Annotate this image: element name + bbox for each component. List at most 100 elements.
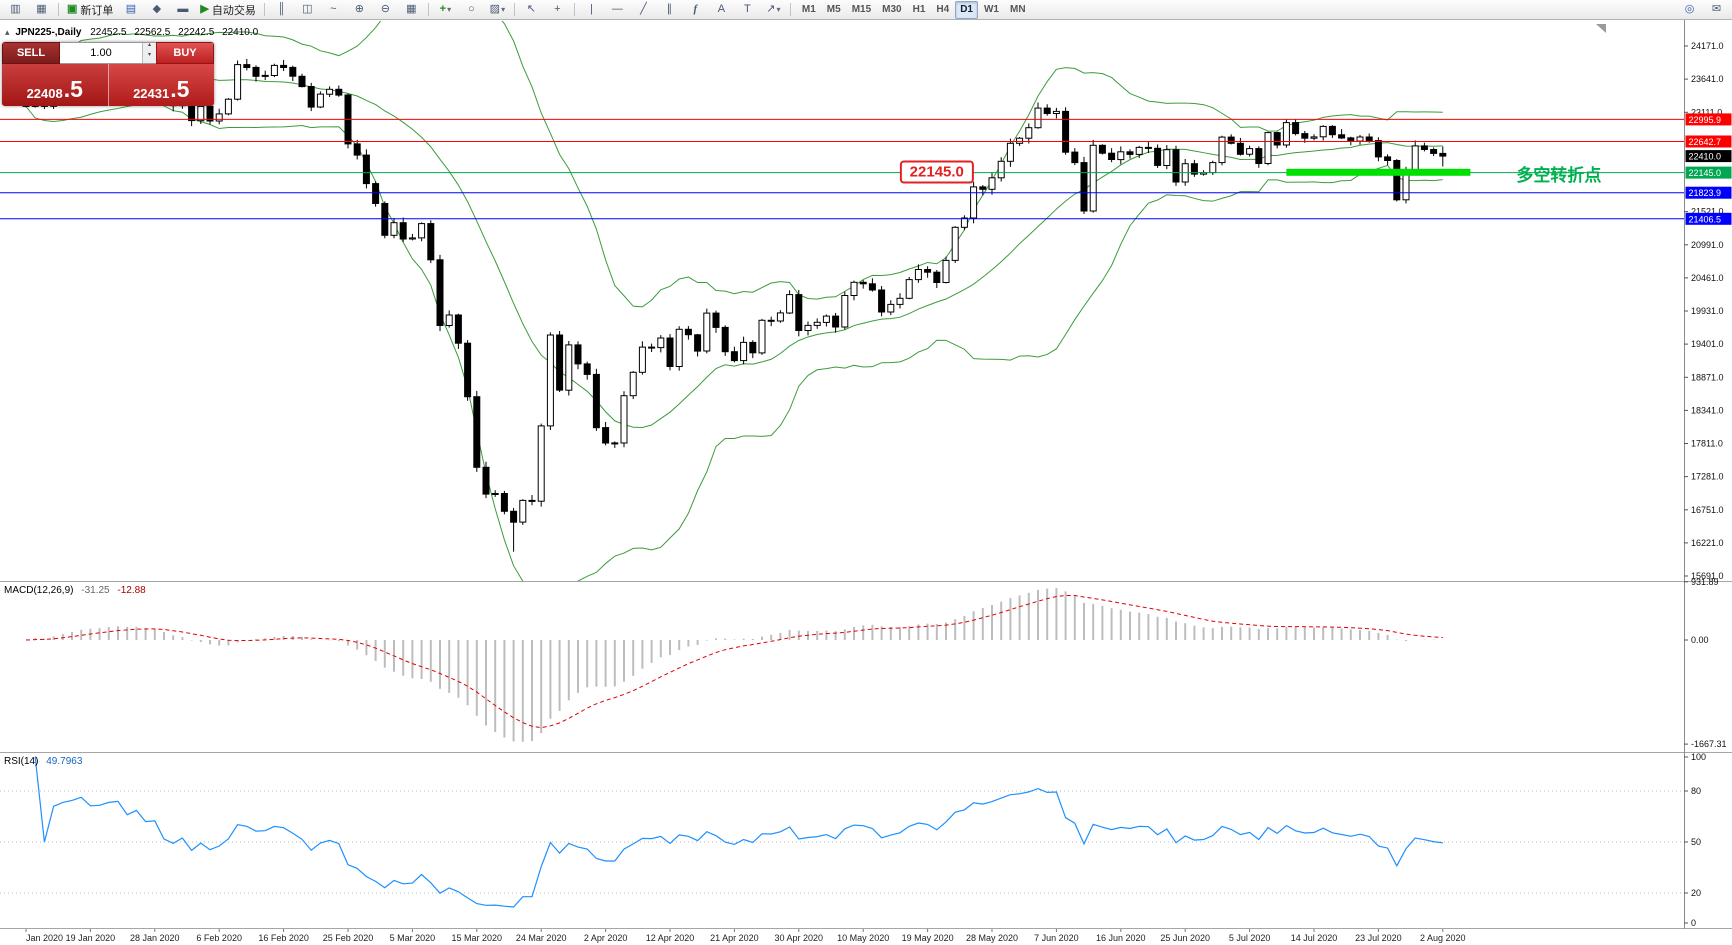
candle-body	[1052, 110, 1060, 115]
buy-price[interactable]: 22431.5	[109, 64, 215, 106]
highlight-segment[interactable]	[1286, 168, 1471, 176]
price-level-callout[interactable]: 22145.0	[899, 160, 974, 184]
text-tool-icon: A	[717, 3, 726, 15]
line-price-box	[1685, 150, 1732, 163]
candle-body	[1025, 127, 1033, 139]
timeframe-button-h1[interactable]: H1	[912, 4, 926, 15]
candle-body	[270, 64, 278, 77]
candle-body	[960, 217, 968, 228]
templates-button[interactable]: ▨ ▾	[485, 0, 510, 19]
candle-body	[1218, 136, 1226, 164]
trendline-tool-button[interactable]: ╱	[631, 0, 656, 19]
toolbar-separator	[427, 3, 429, 16]
candle-body	[197, 105, 205, 122]
timeframe-button-m15[interactable]: M15	[851, 4, 872, 15]
candle-body	[896, 297, 904, 305]
fibonacci-tool-button[interactable]: f	[683, 0, 708, 19]
rsi-line	[34, 756, 1443, 908]
turning-point-label[interactable]: 多空转折点	[1516, 166, 1602, 186]
candle-body	[1384, 156, 1392, 161]
candlestick-chart-button[interactable]: ◫	[295, 0, 320, 19]
line-price-box	[1685, 166, 1732, 179]
zoom-out-button[interactable]: ⊖	[373, 0, 398, 19]
buy-button[interactable]: BUY	[156, 42, 214, 64]
candle-body	[546, 334, 554, 427]
ohlc-close: 22410.0	[222, 27, 259, 38]
rsi-name: RSI(14)	[4, 756, 39, 767]
candle-body	[1154, 147, 1162, 166]
ohlc-open: 22452.5	[90, 27, 127, 38]
candle-body	[436, 259, 444, 326]
line-price-box	[1685, 212, 1732, 225]
sell-button[interactable]: SELL	[2, 42, 60, 64]
mail-button[interactable]: ✉	[1704, 0, 1729, 19]
candle-body	[657, 337, 665, 349]
date-label: 28 Jan 2020	[130, 933, 180, 943]
search-button[interactable]: ◎	[1677, 0, 1702, 19]
date-label: 12 Apr 2020	[646, 933, 695, 943]
label-tool-button[interactable]: T	[735, 0, 760, 19]
cursor-button[interactable]: ↖	[519, 0, 544, 19]
price-label: 23111.0	[1691, 107, 1722, 117]
tile-windows-button[interactable]: ▦	[399, 0, 424, 19]
bar-chart-button[interactable]: ║	[269, 0, 294, 19]
candle-body	[454, 314, 462, 344]
panel-separators[interactable]	[0, 20, 1732, 929]
chart-window-button[interactable]: ▥	[3, 0, 28, 19]
zoom-in-button[interactable]: ⊕	[347, 0, 372, 19]
timeframe-button-m1[interactable]: M1	[801, 4, 816, 15]
timeframe-button-h4[interactable]: H4	[936, 4, 950, 15]
sell-price[interactable]: 22408.5	[2, 64, 109, 106]
timeframe-button-m30[interactable]: M30	[882, 4, 902, 15]
candle-body	[749, 341, 757, 354]
one-click-collapse-button[interactable]: ▴	[5, 27, 10, 37]
volume-down-button[interactable]: ▾	[143, 52, 156, 63]
date-label: 16 Jun 2020	[1096, 933, 1146, 943]
navigator-button[interactable]: ◆	[144, 0, 169, 19]
bollinger-upper-band	[25, 21, 1443, 308]
candle-body	[482, 466, 490, 495]
channel-tool-button[interactable]: ∥	[657, 0, 682, 19]
text-tool-button[interactable]: A	[709, 0, 734, 19]
line-price-box-label: 21406.5	[1689, 214, 1722, 224]
chart-shift-marker[interactable]	[1596, 24, 1606, 33]
macd-name: MACD(12,26,9)	[4, 585, 74, 596]
line-chart-button[interactable]: ~	[321, 0, 346, 19]
chart-profiles-button[interactable]: ▦	[29, 0, 54, 19]
candle-body	[362, 154, 370, 185]
candle-body	[730, 351, 738, 362]
candle-body	[666, 337, 674, 367]
price-scale[interactable]: 24171.0 23641.0 23111.0 21521.0 20991.0 20461…	[1684, 41, 1732, 928]
one-click-trading-panel: SELL ▴ ▾ BUY 22408.5 22431.5	[2, 42, 214, 106]
cycles-button[interactable]: ○	[459, 0, 484, 19]
timeframe-button-w1[interactable]: W1	[983, 4, 999, 15]
candle-body	[1393, 160, 1401, 201]
timeframe-button-mn[interactable]: MN	[1009, 4, 1026, 15]
candle-body	[528, 499, 536, 502]
time-scale[interactable]: Jan 2020 19 Jan 2020 28 Jan 2020 6 Feb 2020…	[25, 929, 1466, 943]
timeframe-button-d1[interactable]: D1	[955, 0, 978, 19]
market-watch-button[interactable]: ▤	[118, 0, 143, 19]
horizontal-line-tool-button[interactable]: —	[605, 0, 630, 19]
arrows-tool-button[interactable]: ↗ ▾	[761, 0, 786, 19]
new-order-button[interactable]: ▣ 新订单	[63, 0, 117, 19]
terminal-button[interactable]: ▬	[170, 0, 195, 19]
candle-body	[1209, 162, 1217, 174]
price-label: 23641.0	[1691, 74, 1724, 84]
volume-up-button[interactable]: ▴	[143, 42, 156, 53]
crosshair-button[interactable]: +	[545, 0, 570, 19]
vertical-line-tool-button[interactable]: |	[579, 0, 604, 19]
autotrading-button[interactable]: ▶ 自动交易	[196, 0, 259, 19]
date-label: 30 Apr 2020	[775, 933, 824, 943]
rsi-scale-label: 20	[1691, 888, 1701, 898]
candle-body	[611, 442, 619, 445]
bar-chart-icon: ║	[277, 3, 286, 15]
timeframe-button-m5[interactable]: M5	[826, 4, 841, 15]
indicators-button[interactable]: + ▾	[433, 0, 458, 19]
date-label: 21 Apr 2020	[710, 933, 759, 943]
volume-input[interactable]	[60, 43, 142, 63]
line-price-box-label: 22995.9	[1689, 115, 1722, 125]
candle-body	[951, 226, 959, 261]
macd-indicator-label: MACD(12,26,9) -31.25 -12.88	[4, 585, 146, 596]
